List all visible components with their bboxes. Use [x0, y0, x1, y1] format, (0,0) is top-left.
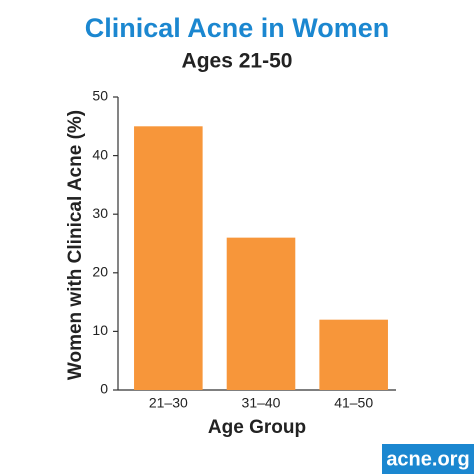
y-tick-label: 50: [92, 88, 108, 104]
bar: [319, 319, 388, 390]
watermark: acne.org: [386, 448, 469, 470]
chart-title: Clinical Acne in Women: [85, 13, 390, 43]
y-tick-label: 0: [100, 381, 108, 397]
chart-subtitle: Ages 21-50: [182, 50, 293, 73]
y-axis-label: Women with Clinical Acne (%): [65, 110, 86, 380]
y-tick-label: 40: [92, 146, 108, 162]
watermark-box: [382, 444, 474, 474]
x-axis-label: Age Group: [208, 417, 306, 438]
y-tick-label: 10: [92, 322, 108, 338]
x-tick-label: 31–40: [242, 395, 281, 411]
y-tick-label: 30: [92, 205, 108, 221]
y-tick-label: 20: [92, 264, 108, 280]
bar: [134, 126, 203, 391]
bar: [226, 237, 296, 390]
x-tick-label: 21–30: [149, 395, 188, 411]
x-tick-label: 41–50: [334, 395, 373, 411]
